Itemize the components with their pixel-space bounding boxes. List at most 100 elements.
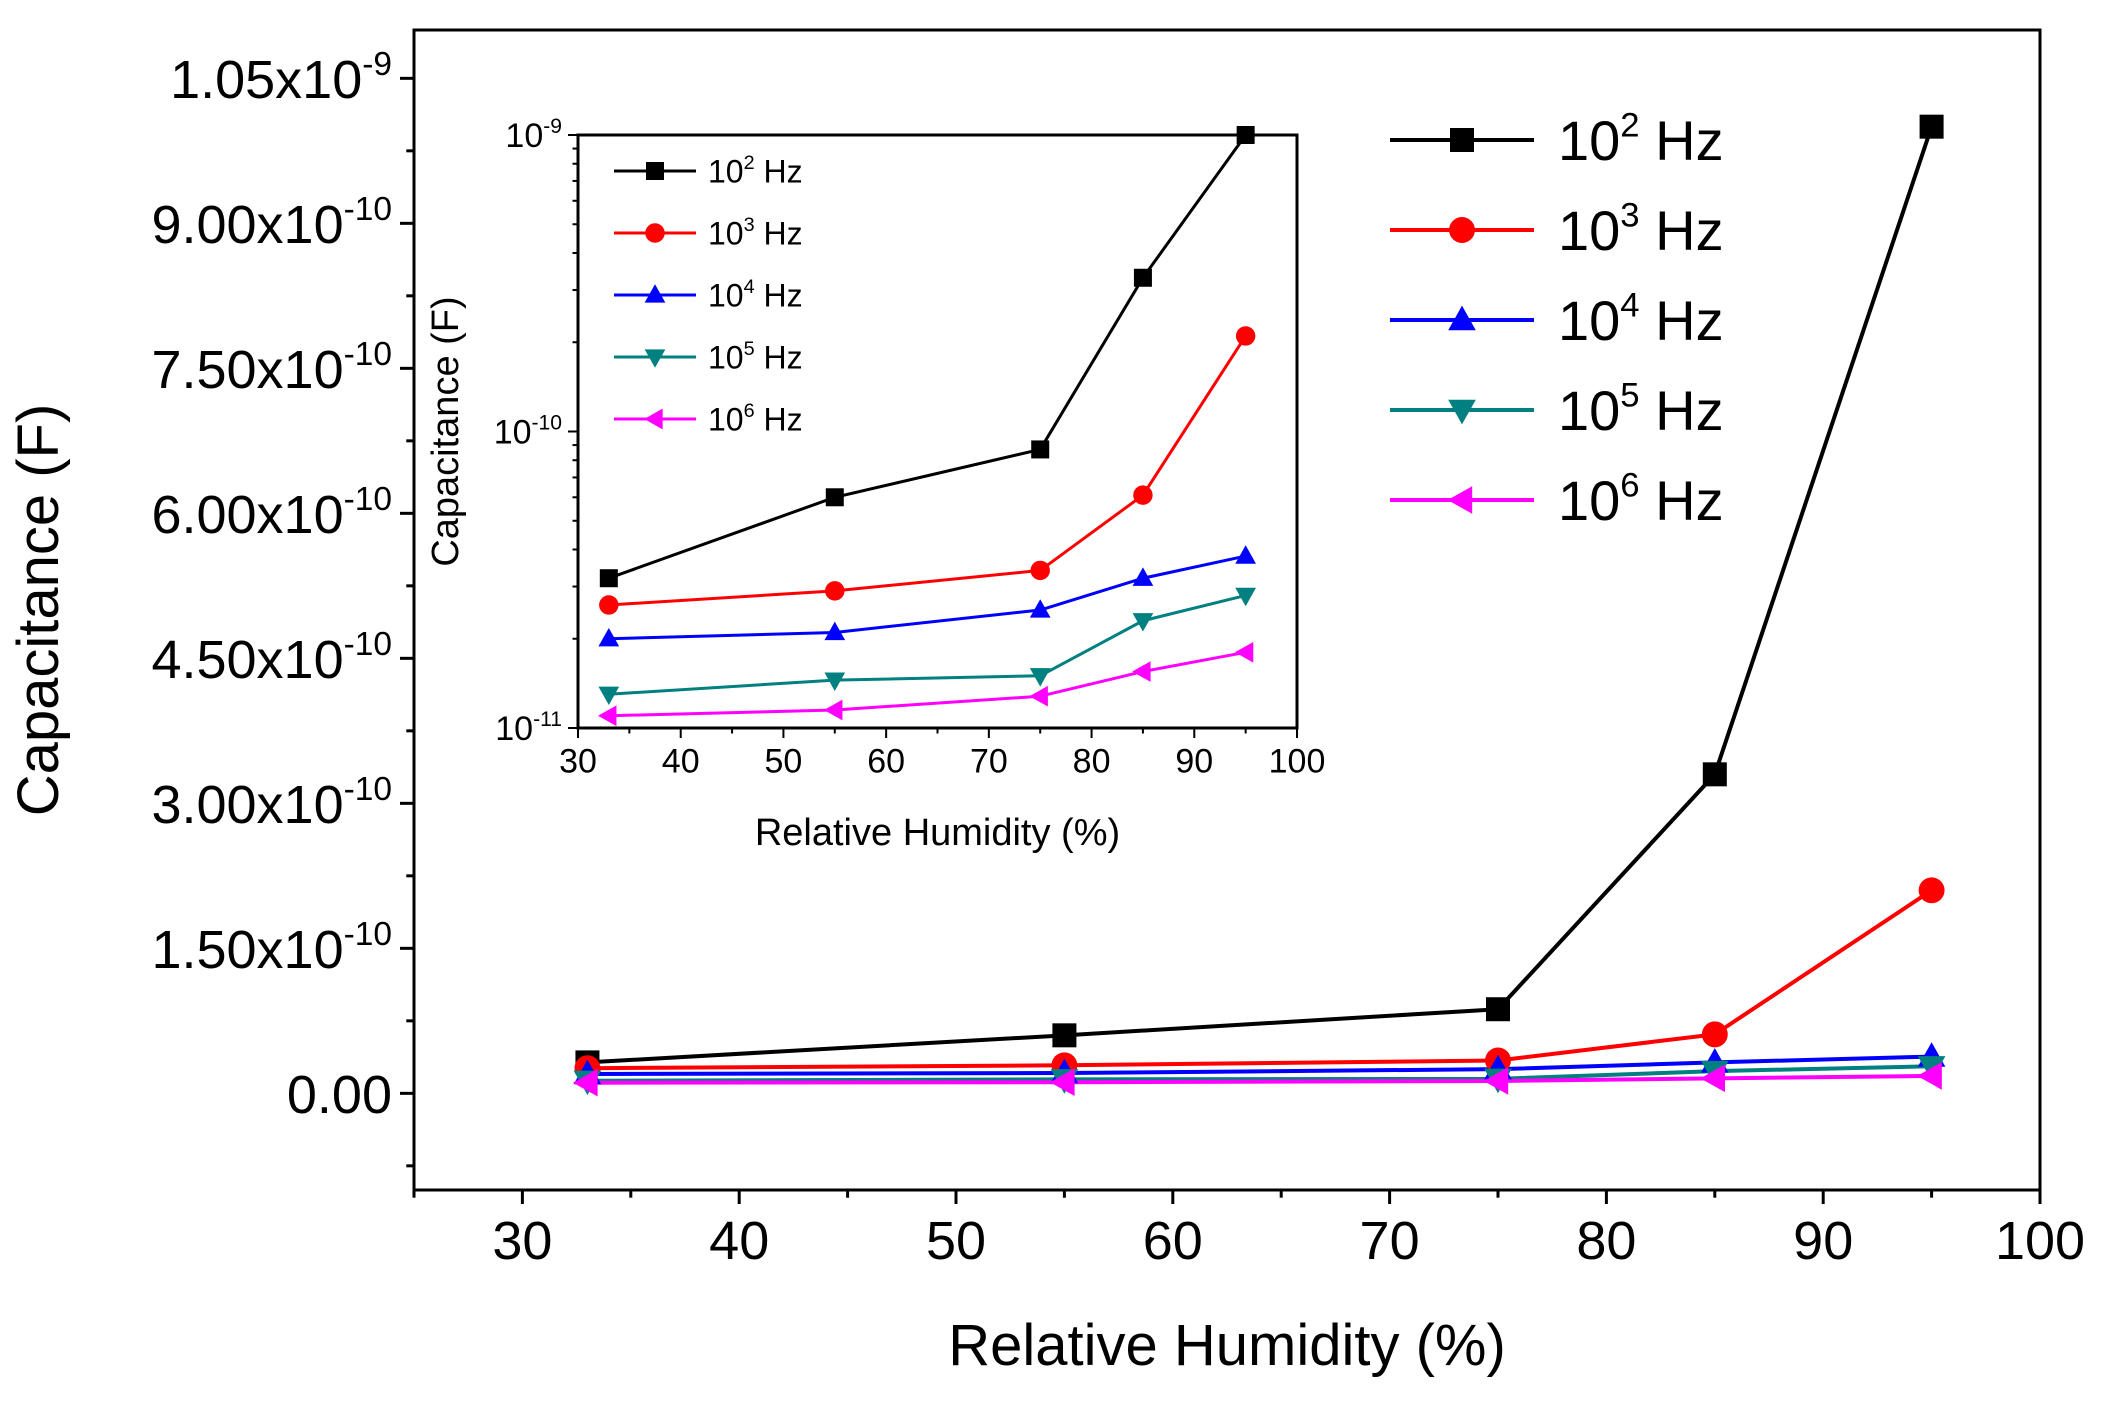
- main-legend-marker-0: [1450, 128, 1474, 152]
- main-y-tick-label-base: 1.50x10: [151, 920, 343, 980]
- main-y-tick-label: 6.00x10-10: [151, 481, 392, 545]
- main-legend-unit: Hz: [1640, 109, 1724, 172]
- inset-data-point-0: [1133, 268, 1152, 287]
- main-y-tick-label: 4.50x10-10: [151, 626, 392, 690]
- inset-y-tick-label-exp: -10: [532, 411, 562, 434]
- inset-x-tick-label: 30: [559, 743, 597, 781]
- inset-y-tick-label-base: 10: [505, 117, 543, 155]
- inset-data-point-1: [825, 581, 845, 601]
- main-legend-unit: Hz: [1640, 469, 1724, 532]
- inset-data-point-1: [1133, 485, 1153, 505]
- inset-legend-label-1: 103 Hz: [708, 214, 803, 251]
- inset-x-tick-label: 40: [662, 743, 700, 781]
- main-y-tick-label-exp: -10: [344, 191, 392, 228]
- inset-y-tick-label-exp: -11: [533, 708, 562, 731]
- inset-legend-label-3: 105 Hz: [708, 338, 803, 375]
- main-y-axis-label: Capacitance (F): [6, 404, 71, 817]
- main-plot: 30 40 50 60 70 80 90 1000.001.50x10-103.00x10-1…: [6, 28, 2085, 1378]
- main-legend-exp: 2: [1620, 107, 1639, 145]
- main-legend-unit: Hz: [1640, 289, 1724, 352]
- inset-data-point-4: [823, 699, 843, 721]
- main-legend-exp: 3: [1620, 197, 1639, 235]
- inset-data-point-4: [1234, 641, 1254, 663]
- main-data-point-4: [1917, 1062, 1942, 1090]
- main-legend-unit: Hz: [1640, 379, 1724, 442]
- main-y-tick-label-exp: -9: [362, 46, 392, 83]
- main-legend-label-2: 104 Hz: [1558, 287, 1724, 353]
- main-data-point-4: [1700, 1064, 1725, 1093]
- main-legend-base: 10: [1558, 379, 1620, 442]
- inset-legend-unit: Hz: [755, 402, 803, 438]
- inset-legend-unit: Hz: [755, 278, 803, 314]
- main-y-tick-label-exp: -10: [344, 336, 392, 373]
- main-legend-label-4: 106 Hz: [1558, 467, 1724, 533]
- inset-legend-label-2: 104 Hz: [708, 276, 803, 313]
- inset-data-point-2: [1029, 599, 1051, 618]
- main-legend-marker-4: [1447, 486, 1473, 514]
- main-data-point-0: [1702, 762, 1727, 787]
- inset-legend-label-0: 102 Hz: [708, 152, 803, 189]
- main-y-tick-label: 1.05x10-9: [170, 46, 392, 110]
- main-x-axis-label: Relative Humidity (%): [948, 1313, 1506, 1378]
- inset-data-point-3: [1132, 613, 1154, 632]
- main-data-point-1: [1701, 1021, 1728, 1048]
- inset-data-point-3: [824, 672, 846, 691]
- main-data-point-4: [1483, 1067, 1509, 1095]
- inset-y-tick-label-base: 10: [495, 710, 533, 748]
- inset-x-axis-label: Relative Humidity (%): [755, 812, 1120, 854]
- main-y-tick-label: 9.00x10-10: [151, 191, 392, 255]
- inset-legend-base: 10: [708, 278, 744, 314]
- inset-data-point-0: [1031, 440, 1050, 459]
- inset-data-point-1: [599, 595, 619, 615]
- inset-data-point-0: [825, 488, 844, 507]
- inset-legend-exp: 3: [744, 214, 755, 236]
- inset-data-point-2: [824, 621, 846, 641]
- inset-x-tick-label: 60: [867, 743, 905, 781]
- inset-legend-exp: 5: [744, 338, 755, 360]
- inset-legend-marker-3: [644, 349, 666, 368]
- inset-legend-marker-2: [644, 284, 666, 303]
- inset-legend-marker-1: [645, 223, 665, 243]
- inset-data-point-3: [1235, 587, 1256, 607]
- inset-data-point-3: [598, 686, 620, 706]
- main-x-tick-label: 50: [926, 1211, 986, 1271]
- inset-y-tick-label: 10-11: [495, 708, 562, 748]
- main-x-tick-label: 40: [709, 1211, 769, 1271]
- inset-data-point-3: [1029, 668, 1051, 687]
- main-y-tick-label: 0.00: [287, 1065, 392, 1125]
- inset-y-tick-label: 10-9: [505, 115, 562, 155]
- inset-y-tick-label-exp: -9: [543, 115, 562, 138]
- main-legend-base: 10: [1558, 469, 1620, 532]
- inset-legend-base: 10: [708, 216, 744, 252]
- main-x-tick-label: 60: [1143, 1211, 1203, 1271]
- main-legend-unit: Hz: [1640, 199, 1724, 262]
- inset-x-tick-label: 100: [1269, 743, 1326, 781]
- main-data-point-4: [573, 1068, 598, 1097]
- main-y-tick-label-exp: -10: [344, 771, 392, 808]
- inset-data-point-0: [599, 569, 618, 588]
- main-y-tick-label-base: 7.50x10: [151, 340, 343, 400]
- inset-legend-unit: Hz: [755, 216, 803, 252]
- main-data-point-0: [1052, 1023, 1077, 1048]
- main-x-tick-label: 80: [1576, 1211, 1636, 1271]
- inset-legend-base: 10: [708, 402, 744, 438]
- inset-data-point-4: [1029, 685, 1048, 707]
- main-legend-marker-2: [1448, 305, 1476, 331]
- inset-legend-unit: Hz: [755, 154, 803, 190]
- inset-data-point-4: [598, 705, 617, 727]
- main-y-tick-label-exp: -10: [344, 626, 392, 663]
- main-data-point-0: [1486, 997, 1510, 1022]
- inset-x-tick-label: 50: [765, 743, 803, 781]
- inset-y-tick-label: 10-10: [494, 411, 562, 451]
- inset-x-tick-label: 70: [970, 743, 1008, 781]
- inset-y-tick-label-base: 10: [494, 414, 532, 452]
- main-x-tick-label: 90: [1793, 1211, 1853, 1271]
- main-legend-marker-1: [1449, 217, 1475, 243]
- main-legend-exp: 6: [1620, 467, 1639, 505]
- inset-plot: 30 40 50 60 70 80 90 10010-1110-1010-9Relative …: [425, 115, 1325, 854]
- main-y-tick-label-base: 0.00: [287, 1065, 392, 1125]
- main-legend-label-1: 103 Hz: [1558, 197, 1724, 263]
- main-x-tick-label: 30: [492, 1211, 552, 1271]
